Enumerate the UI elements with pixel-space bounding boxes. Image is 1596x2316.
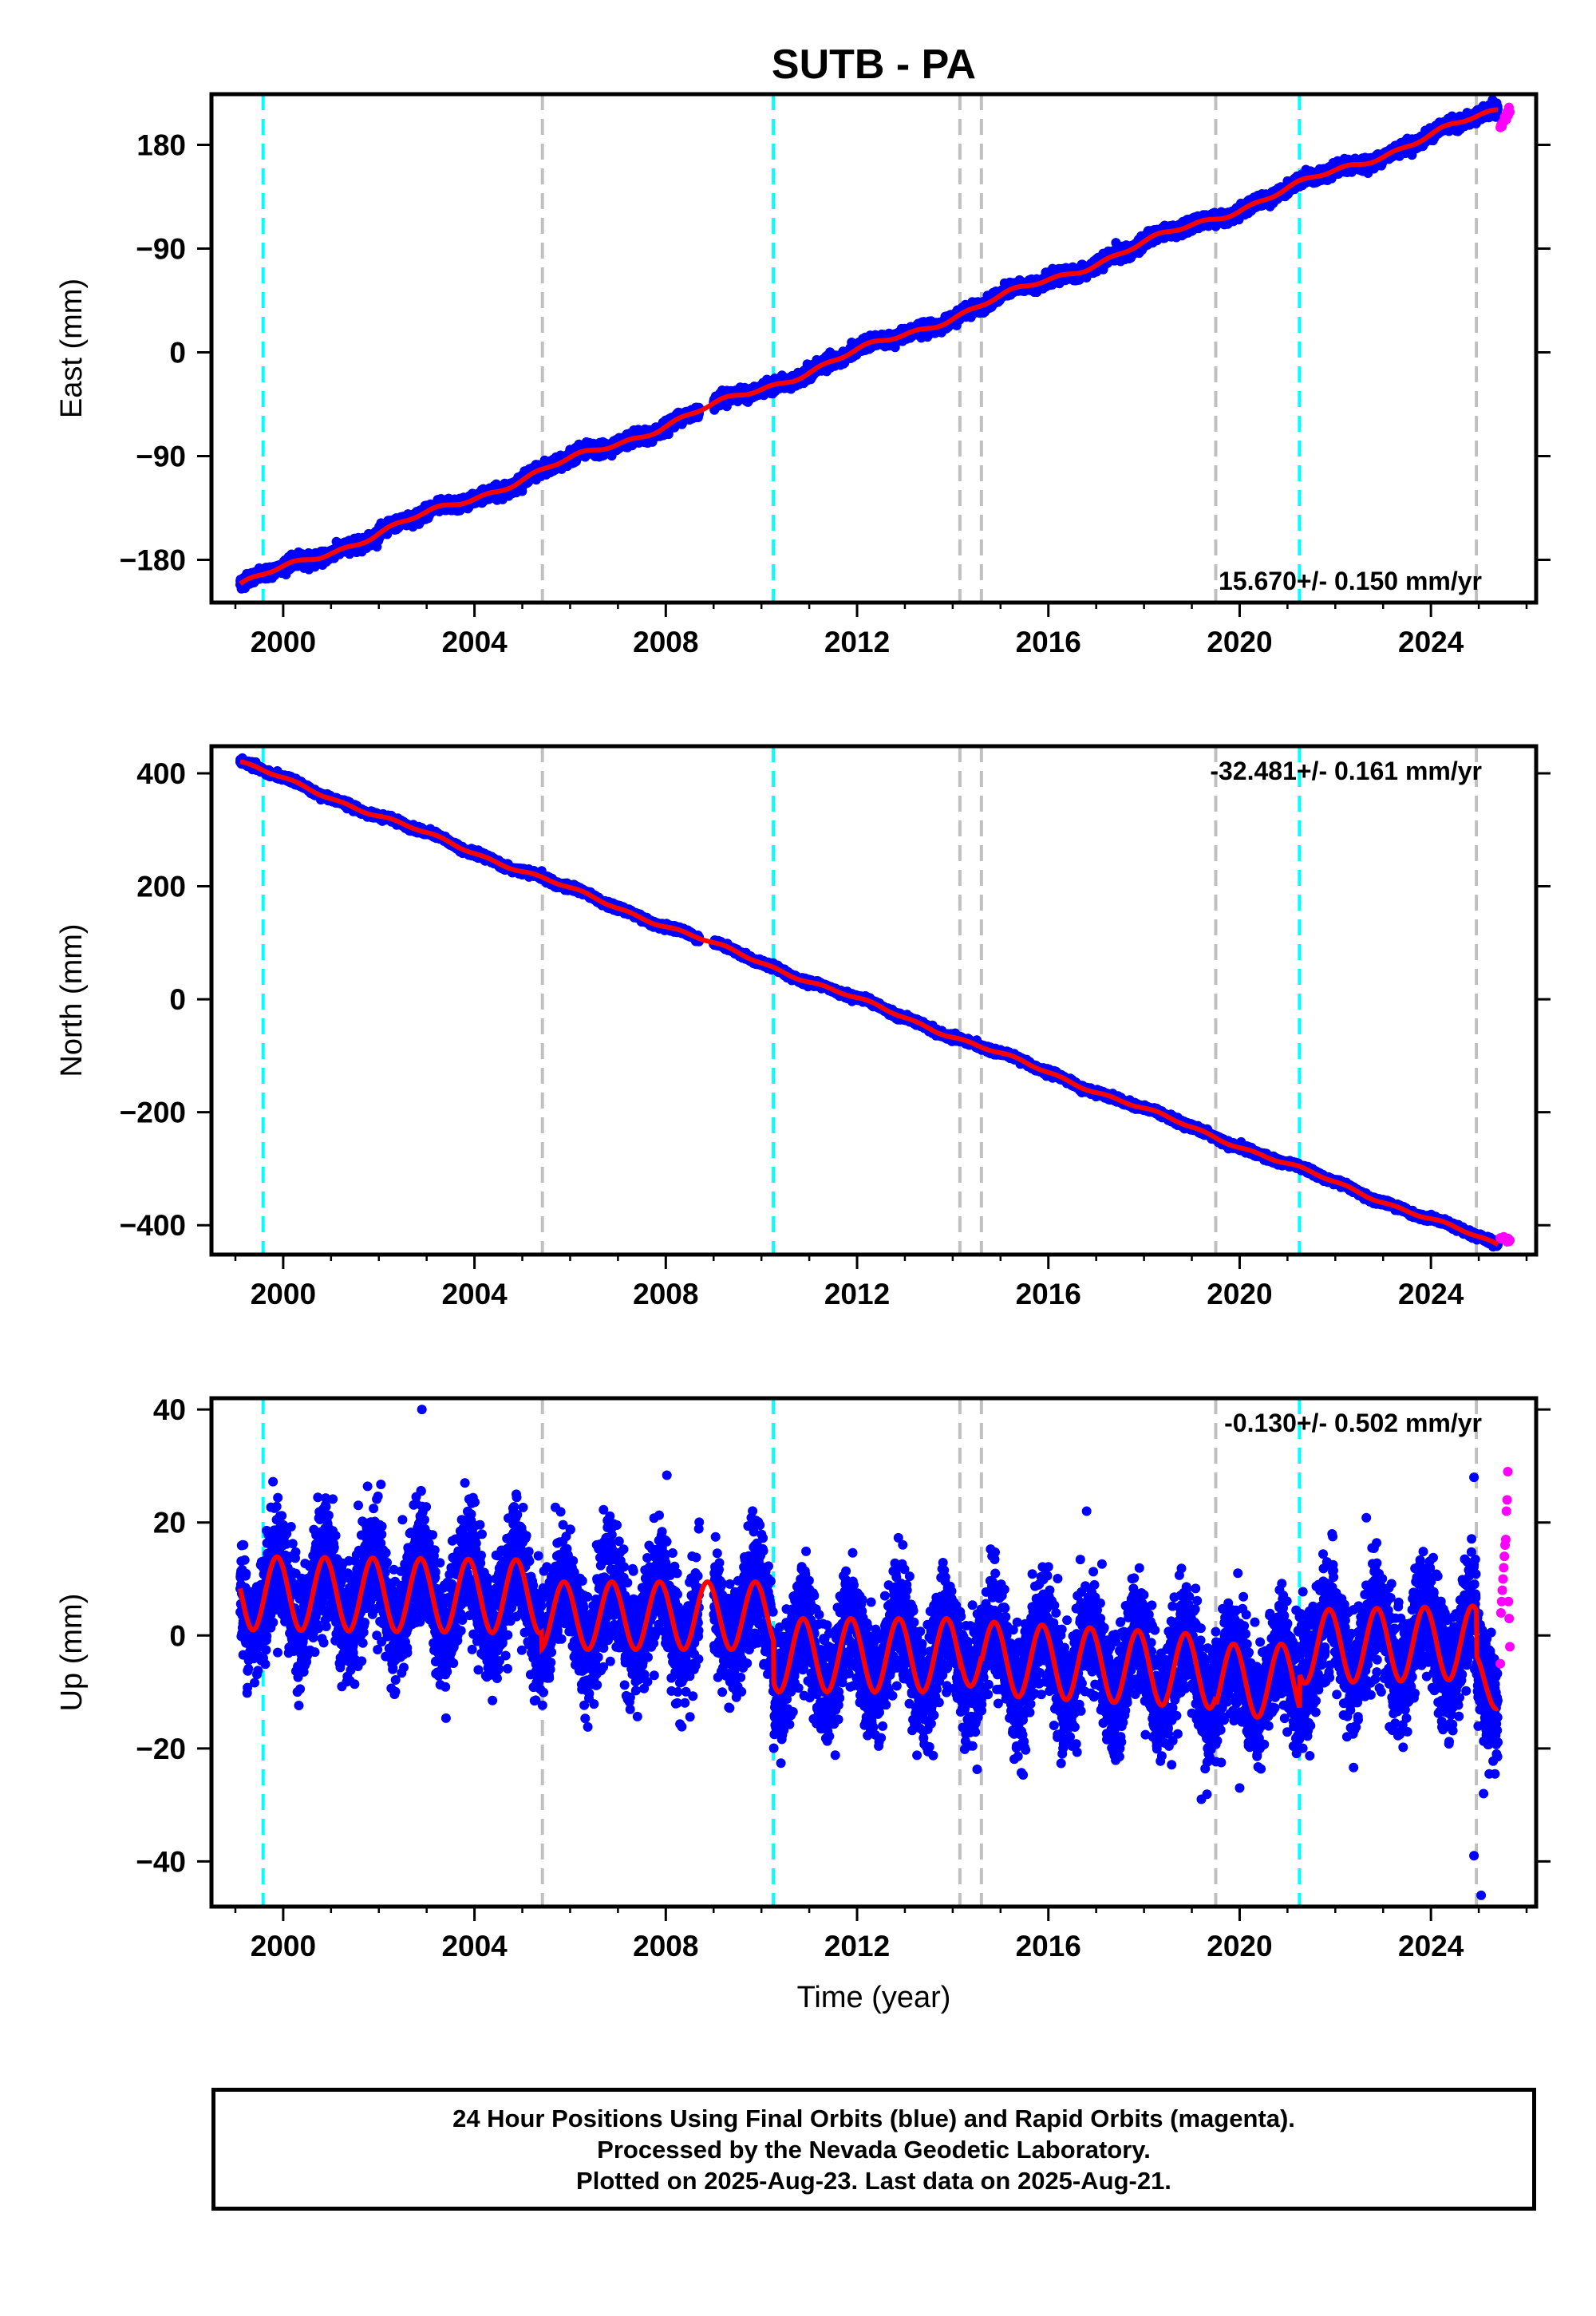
panel-east: 2000 2004 2008 2012 2016 2020 2024−180−900−901…: [55, 92, 1551, 658]
plot-area-east: [235, 94, 1515, 603]
chart-title: SUTB - PA: [772, 41, 976, 88]
